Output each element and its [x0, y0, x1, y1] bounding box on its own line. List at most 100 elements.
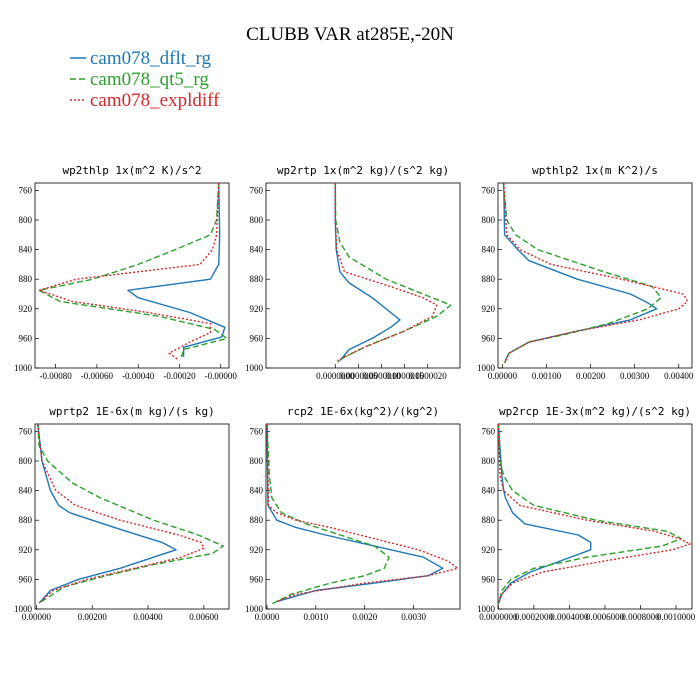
y-tick-label: 800	[250, 215, 264, 225]
y-tick-label: 1000	[14, 604, 33, 614]
y-tick-label: 1000	[477, 363, 496, 373]
x-tick-label: 0.00200	[78, 612, 108, 622]
y-tick-label: 760	[19, 185, 33, 195]
y-tick-label: 920	[482, 545, 496, 555]
x-tick-label: 0.0004000	[550, 612, 589, 622]
x-tick-label: 0.00400	[664, 371, 694, 381]
panel-title: wp2thlp 1x(m^2 K)/s^2	[62, 164, 201, 177]
series-line-expldiff	[38, 183, 220, 360]
series-line-dflt	[127, 183, 226, 357]
x-tick-label: -0.00040	[122, 371, 155, 381]
x-tick-label: 0.0000015	[385, 371, 424, 381]
series-line-expldiff	[266, 424, 459, 603]
series-line-expldiff	[503, 183, 689, 364]
x-tick-label: 0.00200	[576, 371, 606, 381]
x-tick-label: -0.00060	[81, 371, 114, 381]
y-tick-label: 920	[19, 304, 33, 314]
legend-label-dflt: cam078_dflt_rg	[90, 48, 212, 69]
series-line-qt5	[334, 183, 452, 363]
series-line-dflt	[37, 424, 177, 604]
plot-frame	[497, 423, 693, 610]
series-line-expldiff	[498, 424, 691, 605]
plot-frame	[265, 182, 461, 369]
y-tick-label: 880	[19, 515, 33, 525]
series-line-expldiff	[37, 424, 205, 604]
x-tick-label: 0.0030	[401, 612, 426, 622]
x-tick-label: 0.0008000	[621, 612, 660, 622]
y-tick-label: 960	[19, 574, 33, 584]
x-tick-label: -0.00000	[205, 371, 238, 381]
y-tick-label: 960	[250, 574, 264, 584]
plot-frame	[34, 423, 230, 610]
x-tick-label: 0.0000005	[339, 371, 378, 381]
y-tick-label: 1000	[245, 363, 264, 373]
y-tick-label: 760	[19, 426, 33, 436]
legend: cam078_dflt_rg cam078_qt5_rg cam078_expl…	[70, 48, 220, 111]
y-tick-label: 840	[482, 486, 496, 496]
y-tick-label: 1000	[14, 363, 33, 373]
y-tick-label: 1000	[477, 604, 496, 614]
series-line-qt5	[502, 183, 662, 364]
y-tick-label: 800	[19, 456, 33, 466]
legend-label-qt5: cam078_qt5_rg	[90, 69, 209, 90]
y-tick-label: 880	[19, 274, 33, 284]
y-tick-label: 760	[482, 426, 496, 436]
x-tick-label: 0.0010000	[657, 612, 696, 622]
y-tick-label: 840	[19, 486, 33, 496]
y-tick-label: 960	[482, 333, 496, 343]
series-line-expldiff	[334, 183, 438, 362]
legend-label-expldiff: cam078_expldiff	[90, 90, 220, 111]
y-tick-label: 840	[250, 486, 264, 496]
series-line-qt5	[498, 424, 682, 604]
y-tick-label: 760	[482, 185, 496, 195]
plot-frame	[265, 423, 461, 610]
y-tick-label: 800	[19, 215, 33, 225]
y-tick-label: 800	[482, 215, 496, 225]
y-tick-label: 840	[250, 245, 264, 255]
panel-title: wp2rtp 1x(m^2 kg)/(s^2 kg)	[277, 164, 449, 177]
x-tick-label: 0.0010	[303, 612, 328, 622]
x-tick-label: 0.00000	[22, 612, 52, 622]
y-tick-label: 760	[250, 426, 264, 436]
x-tick-label: 0.00300	[620, 371, 650, 381]
series-line-qt5	[266, 424, 390, 605]
x-tick-label: 0.0000020	[409, 371, 448, 381]
y-tick-label: 800	[250, 456, 264, 466]
y-tick-label: 880	[482, 274, 496, 284]
panel-rcp2: rcp2 1E-6x(kg^2)/(kg^2) 760 800 840 880 920 9…	[245, 405, 461, 622]
x-tick-label: 0.0002000	[515, 612, 554, 622]
x-tick-label: 0.0000000	[479, 612, 518, 622]
y-tick-label: 960	[482, 574, 496, 584]
series-line-qt5	[38, 183, 228, 358]
x-tick-label: -0.00080	[40, 371, 73, 381]
x-tick-label: 0.0000010	[362, 371, 401, 381]
y-tick-label: 840	[482, 245, 496, 255]
x-tick-label: 0.0006000	[586, 612, 625, 622]
panel-wprtp2: wprtp2 1E-6x(m kg)/(s kg) 760 800 840 880 92…	[14, 405, 230, 622]
y-tick-label: 760	[250, 185, 264, 195]
series-line-dflt	[503, 183, 658, 364]
y-tick-label: 920	[250, 545, 264, 555]
y-tick-label: 880	[250, 274, 264, 284]
x-tick-label: 0.00400	[133, 612, 163, 622]
panel-wp2thlp: wp2thlp 1x(m^2 K)/s^2 760 800 840 880 920 960…	[14, 164, 237, 381]
x-tick-label: 0.0000	[255, 612, 280, 622]
panel-title: rcp2 1E-6x(kg^2)/(kg^2)	[287, 405, 439, 418]
panel-title: wpthlp2 1x(m K^2)/s	[532, 164, 658, 177]
series-line-dflt	[266, 424, 444, 603]
panel-title: wp2rcp 1E-3x(m^2 kg)/(s^2 kg)	[499, 405, 691, 418]
x-tick-label: 0.00000	[488, 371, 518, 381]
y-tick-label: 960	[19, 333, 33, 343]
series-line-dflt	[498, 424, 592, 605]
x-tick-label: 0.0020	[352, 612, 377, 622]
x-tick-label: 0.00600	[189, 612, 219, 622]
y-tick-label: 1000	[245, 604, 264, 614]
panel-wp2rcp: wp2rcp 1E-3x(m^2 kg)/(s^2 kg) 760 800 840 8…	[477, 405, 696, 622]
y-tick-label: 920	[482, 304, 496, 314]
panel-wpthlp2: wpthlp2 1x(m K^2)/s 760 800 840 880 920 960 10…	[477, 164, 694, 381]
series-line-dflt	[334, 183, 401, 362]
y-tick-label: 920	[250, 304, 264, 314]
figure-title: CLUBB VAR at285E,-20N	[246, 24, 454, 45]
y-tick-label: 880	[250, 515, 264, 525]
